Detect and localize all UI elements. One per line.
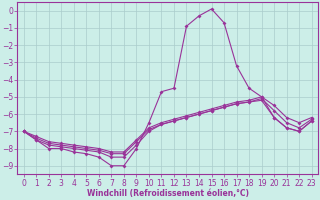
X-axis label: Windchill (Refroidissement éolien,°C): Windchill (Refroidissement éolien,°C) [87, 189, 249, 198]
